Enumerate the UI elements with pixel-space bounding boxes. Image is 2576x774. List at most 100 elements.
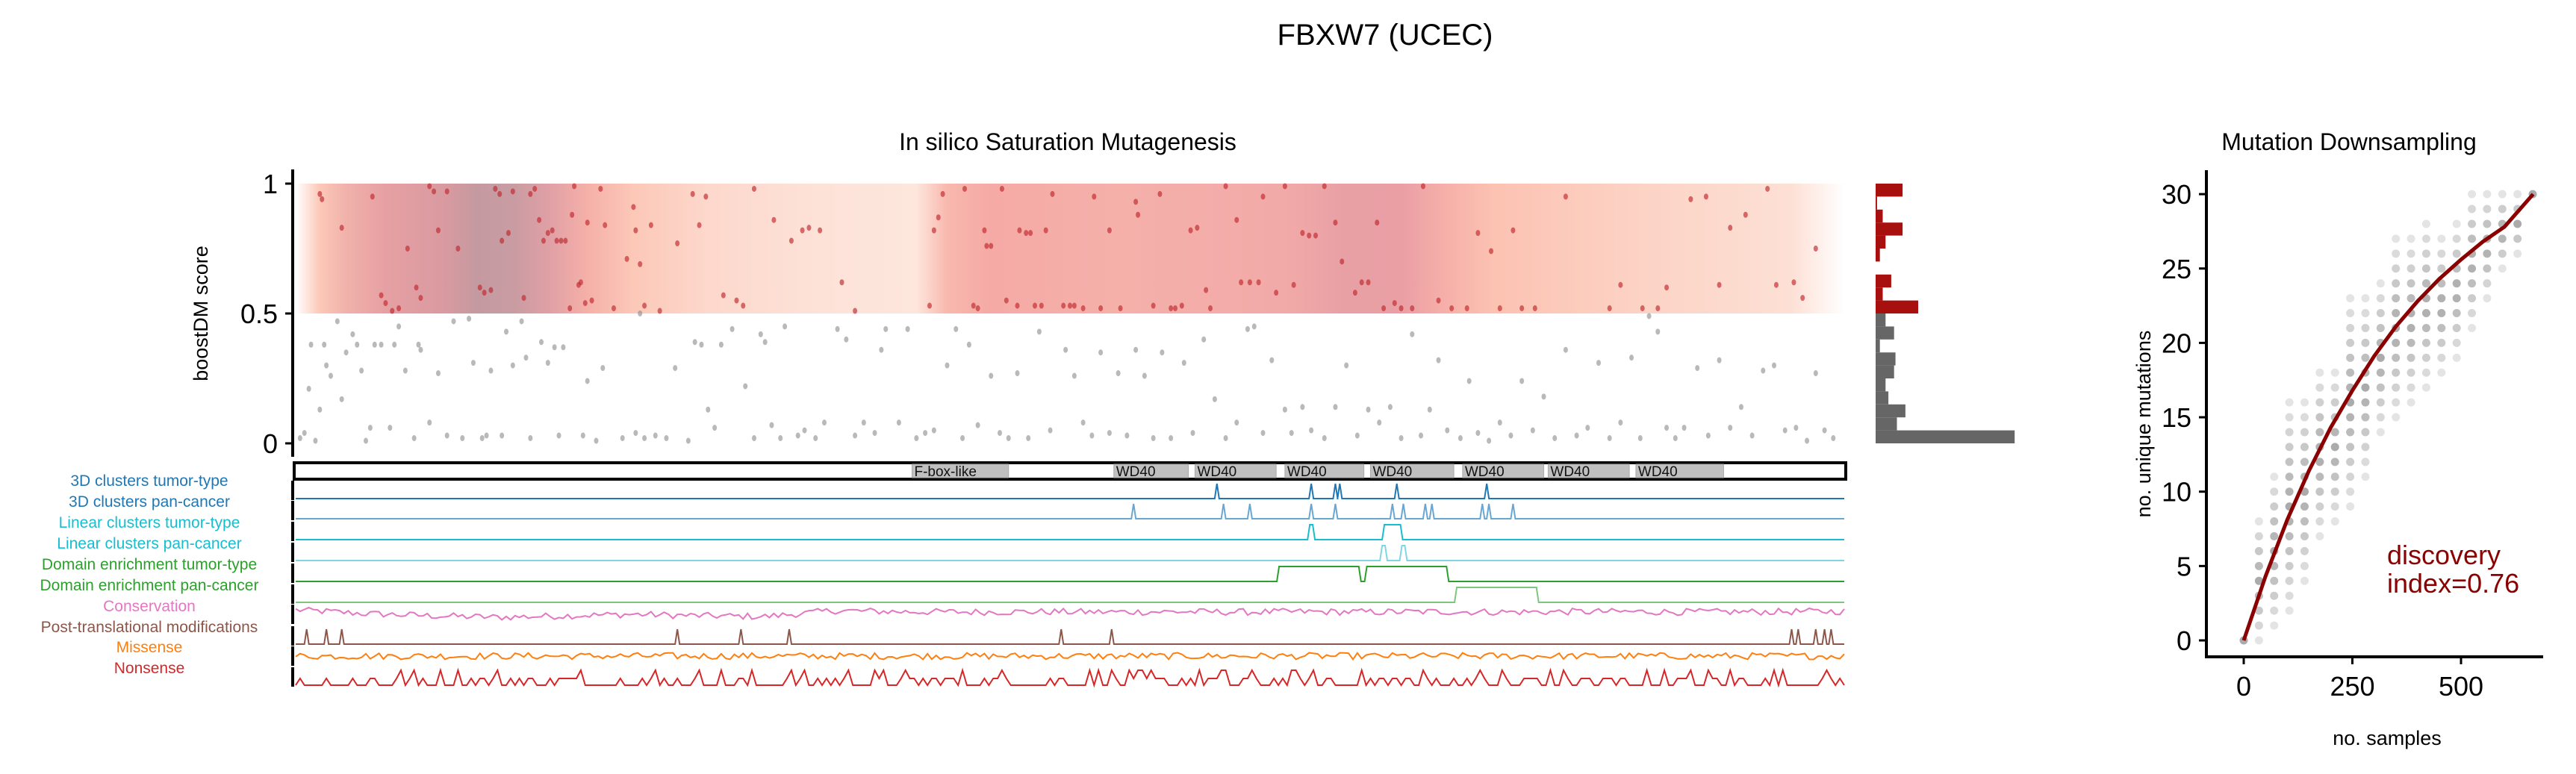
passenger-point (1322, 435, 1327, 442)
passenger-point (418, 346, 423, 353)
downsample-dot (2452, 279, 2461, 288)
downsample-dot (2468, 309, 2477, 318)
downsample-dot (2392, 234, 2401, 243)
driver-point (633, 227, 638, 234)
passenger-point (1618, 419, 1623, 426)
histogram-bar (1876, 339, 1880, 353)
downsample-dot (2346, 323, 2355, 332)
passenger-point (1387, 404, 1393, 411)
passenger-point (718, 341, 724, 348)
driver-point (703, 193, 709, 200)
driver-point (1489, 248, 1494, 255)
downsampling-panel: Mutation Downsampling no. unique mutatio… (2132, 128, 2543, 749)
boostdm-ylabel: boostDM score (190, 246, 212, 381)
driver-point (482, 290, 487, 296)
downsample-dot (2315, 487, 2324, 496)
downsample-dot (2361, 472, 2370, 481)
driver-point (1098, 305, 1104, 312)
passenger-point (1655, 328, 1661, 335)
passenger-point (335, 318, 340, 325)
passenger-point (528, 435, 533, 442)
downsample-dot (2498, 249, 2507, 258)
driver-point (927, 302, 932, 309)
downsample-dot (2346, 458, 2355, 466)
downsample-dot (2513, 249, 2522, 258)
passenger-point (1717, 357, 1722, 363)
driver-point (638, 260, 643, 267)
driver-point (1717, 281, 1722, 288)
downsample-dot (2285, 561, 2294, 570)
passenger-point (1151, 435, 1156, 442)
driver-point (598, 185, 603, 192)
passenger-point (673, 365, 678, 372)
driver-point (806, 225, 812, 231)
downsample-dot (2376, 294, 2385, 303)
driver-point (989, 243, 994, 249)
driver-point (975, 305, 980, 312)
downsample-dot (2330, 502, 2339, 511)
passenger-point (350, 331, 355, 337)
downsample-dot (2483, 279, 2492, 288)
histogram-bar (1876, 287, 1883, 301)
downsample-dot (2468, 264, 2477, 273)
downsample-dot (2498, 234, 2507, 243)
downsample-dot (2513, 234, 2522, 243)
passenger-point (510, 362, 515, 369)
downsample-dot (2300, 517, 2309, 526)
passenger-point (1419, 432, 1424, 439)
driver-point (1664, 284, 1670, 291)
driver-point (1179, 302, 1184, 309)
downsample-dot (2254, 531, 2263, 540)
passenger-point (580, 432, 585, 439)
passenger-point (914, 435, 919, 442)
passenger-point (451, 318, 456, 325)
passenger-point (1813, 370, 1818, 377)
passenger-point (1681, 425, 1687, 431)
passenger-point (552, 344, 557, 351)
passenger-point (1354, 432, 1360, 439)
passenger-point (1026, 435, 1031, 442)
driver-point (444, 188, 449, 195)
histogram-bar (1876, 378, 1886, 392)
downsample-dot (2421, 353, 2430, 362)
passenger-point (388, 425, 393, 431)
downsample-dot (2392, 294, 2401, 303)
downsample-dot (2483, 205, 2492, 213)
downsample-dot (2421, 368, 2430, 377)
downsample-dot (2346, 502, 2355, 511)
downsample-dot (2437, 294, 2446, 303)
downsample-dot (2392, 279, 2401, 288)
passenger-point (594, 437, 599, 444)
passenger-point (1142, 372, 1147, 379)
driver-point (982, 227, 987, 234)
driver-point (1068, 302, 1072, 309)
downsample-dot (2392, 249, 2401, 258)
passenger-point (729, 325, 735, 332)
downsample-dot (2346, 294, 2355, 303)
downsample-dot (2437, 264, 2446, 273)
passenger-point (1269, 357, 1275, 363)
downsample-dot (2330, 383, 2339, 392)
passenger-point (1333, 404, 1338, 411)
passenger-point (802, 427, 807, 434)
passenger-point (706, 406, 711, 413)
passenger-point (396, 323, 402, 330)
passenger-point (302, 430, 307, 437)
passenger-point (519, 318, 524, 325)
downsample-dot (2407, 249, 2415, 258)
downsample-dot (2468, 323, 2477, 332)
score-heatmap-band (296, 184, 1844, 313)
passenger-point (997, 430, 1002, 437)
downsample-dot (2361, 353, 2370, 362)
downsample-dot (2254, 546, 2263, 555)
passenger-point (1006, 435, 1011, 442)
downsample-dot (2392, 413, 2401, 422)
passenger-point (960, 435, 965, 442)
downsample-dot (2452, 219, 2461, 228)
driver-point (505, 230, 511, 237)
downsample-dot (2483, 249, 2492, 258)
passenger-point (427, 419, 432, 426)
passenger-point (1607, 435, 1612, 442)
driver-point (962, 185, 967, 192)
track-label: 3D clusters pan-cancer (69, 493, 230, 511)
